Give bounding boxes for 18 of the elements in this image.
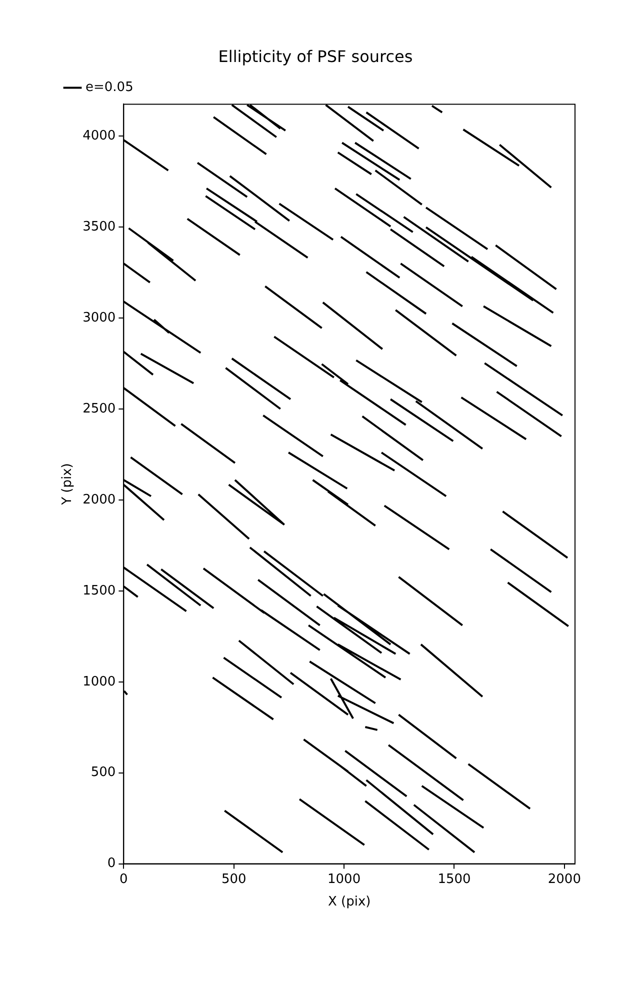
y-tick-label: 1500 bbox=[82, 583, 116, 598]
y-tick-label: 1000 bbox=[82, 674, 116, 690]
x-tick-label: 0 bbox=[120, 872, 128, 887]
y-tick-label: 4000 bbox=[82, 128, 116, 144]
x-axis-title: X (pix) bbox=[328, 894, 371, 910]
x-tick-label: 1000 bbox=[328, 872, 361, 887]
y-tick-label: 0 bbox=[107, 856, 116, 872]
y-tick-label: 3000 bbox=[82, 310, 116, 326]
x-tick-label: 2000 bbox=[548, 872, 581, 887]
legend-label: e=0.05 bbox=[86, 80, 134, 96]
y-tick-label: 3500 bbox=[82, 220, 116, 235]
x-tick-label: 1500 bbox=[438, 872, 471, 887]
x-tick-label: 500 bbox=[221, 872, 246, 887]
y-tick-label: 2000 bbox=[82, 492, 116, 508]
chart-title: Ellipticity of PSF sources bbox=[218, 46, 413, 66]
y-axis-title: Y (pix) bbox=[60, 463, 76, 506]
y-tick-label: 500 bbox=[90, 765, 116, 780]
y-tick-label: 2500 bbox=[82, 401, 116, 416]
